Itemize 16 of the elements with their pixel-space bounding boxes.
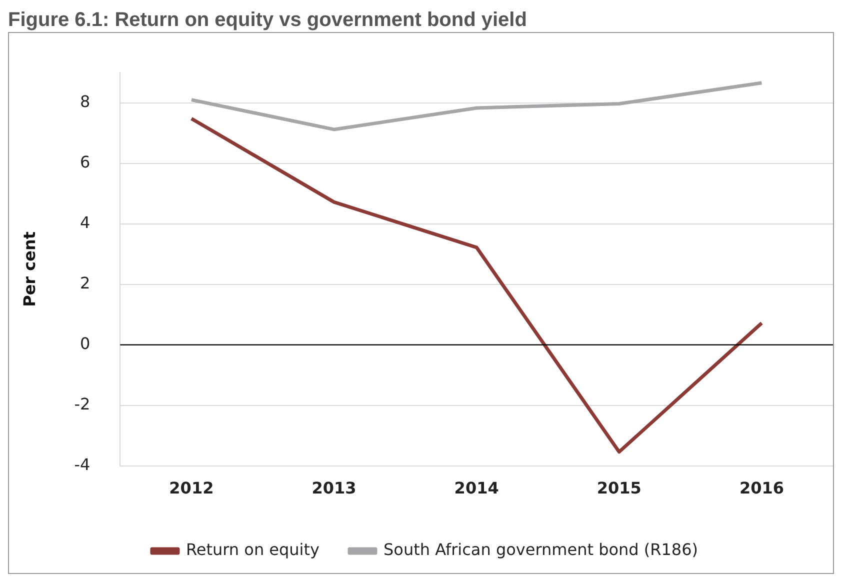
x-tick-label: 2014 (454, 478, 499, 498)
x-tick-label: 2016 (739, 478, 784, 498)
x-tick-label: 2012 (169, 478, 214, 498)
legend-label: Return on equity (186, 540, 320, 560)
y-tick-label: 4 (80, 212, 90, 232)
y-tick-label: -4 (74, 454, 90, 474)
y-axis-title: Per cent (20, 231, 39, 307)
y-tick-label: -2 (74, 394, 90, 414)
legend-label: South African government bond (R186) (383, 540, 698, 560)
y-tick-label: 6 (80, 152, 90, 172)
chart-title: Figure 6.1: Return on equity vs government bond yield (8, 8, 528, 32)
y-tick-label: 2 (80, 273, 90, 292)
x-tick-label: 2015 (596, 478, 642, 498)
x-tick-label: 2013 (312, 478, 356, 498)
y-tick-label: 8 (80, 92, 90, 111)
y-tick-label: 0 (80, 334, 90, 353)
